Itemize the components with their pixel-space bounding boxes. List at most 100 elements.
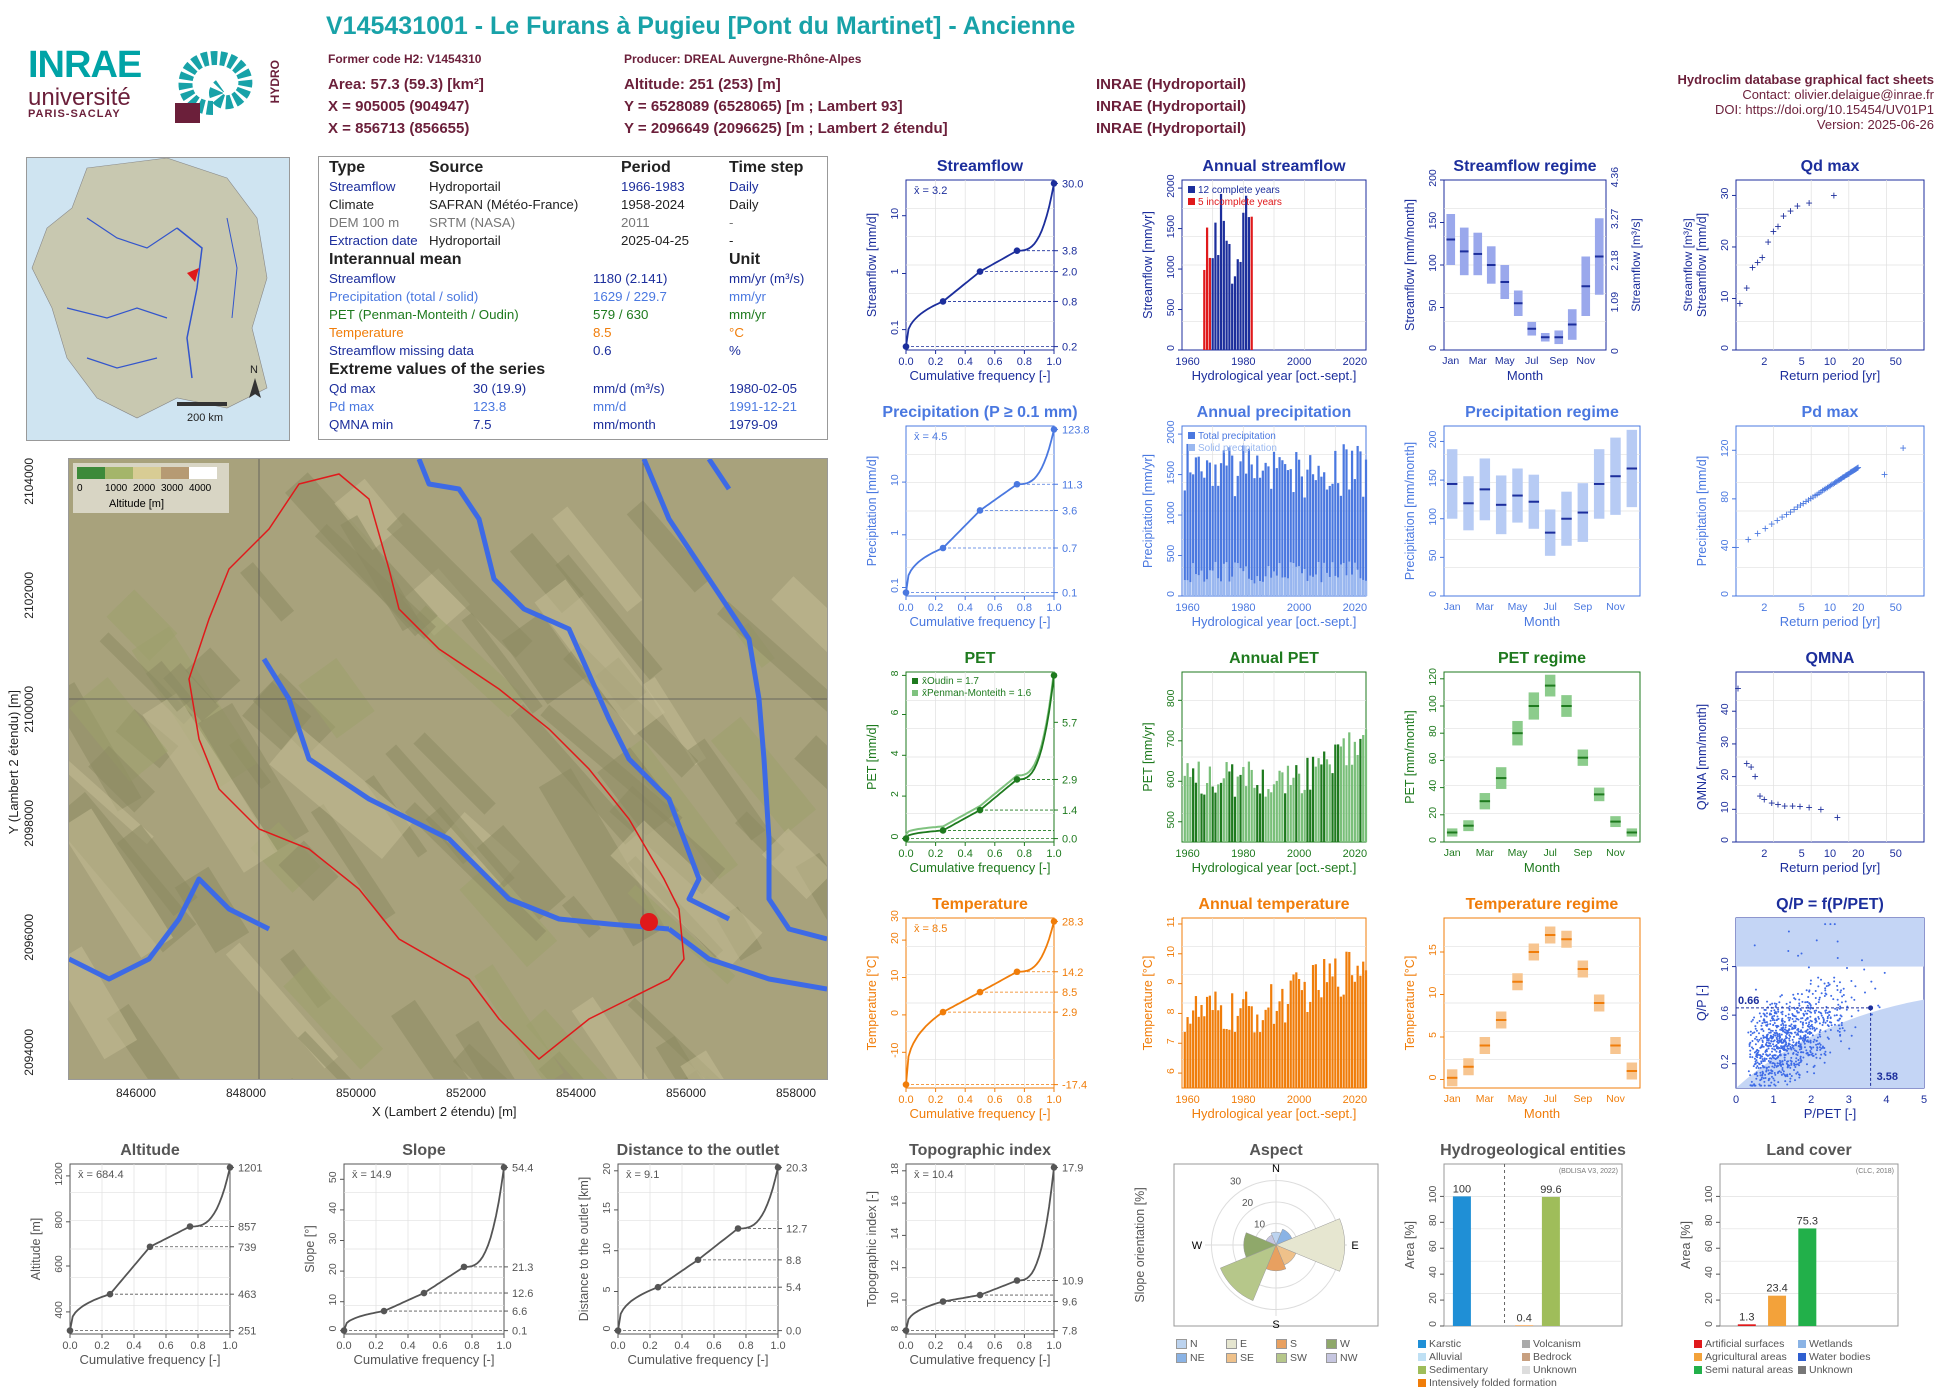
pet_cdf-legend: x̄Penman-Monteith = 1.6	[922, 688, 1032, 699]
annual_precip-solid-bar	[1192, 563, 1195, 596]
qp-point	[1763, 1084, 1766, 1087]
qp-point	[1850, 996, 1853, 999]
annual_precip-legend: Solid precipitation	[1198, 443, 1277, 454]
temp_regime-xlabel: Month	[1524, 1106, 1560, 1121]
qp-point	[1811, 1052, 1814, 1055]
qp-point	[1777, 1008, 1780, 1011]
qp-point	[1787, 1031, 1790, 1034]
x-tick-label: 0.6	[987, 1094, 1002, 1106]
y-tick-label: 11	[1165, 916, 1177, 927]
x-tick-label: 2000	[1287, 848, 1311, 860]
y-tick-label: 18	[889, 1163, 901, 1175]
qp-point	[1778, 1032, 1781, 1035]
annual_temp-bar	[1303, 981, 1306, 1088]
annual_precip-bar	[1339, 495, 1343, 596]
qp-point	[1797, 1045, 1800, 1048]
annual_streamflow-bar	[1236, 259, 1239, 350]
qp-point	[1755, 1071, 1758, 1074]
y-tick-label: 8	[889, 670, 901, 676]
qp-point	[1756, 1061, 1759, 1064]
annual_pet-bar	[1309, 789, 1312, 842]
y-tick-label: 1500	[1165, 461, 1177, 485]
y-tick-label: 5	[601, 1286, 613, 1292]
hydrogeo-legend-label: Unknown	[1533, 1364, 1577, 1376]
qp-point	[1813, 1009, 1816, 1012]
qp-point	[1809, 1015, 1812, 1018]
y-tick-label: 150	[1427, 469, 1439, 487]
qp-point	[1762, 1072, 1765, 1075]
catchment-xtick: 856000	[666, 1086, 707, 1100]
info-row-type: Extraction date	[329, 233, 418, 248]
annual_pet-bar	[1211, 786, 1214, 842]
qp-point	[1857, 1009, 1860, 1012]
qp-point	[1839, 1033, 1842, 1036]
qp_ppet-ylabel: Q/P [-]	[1695, 985, 1709, 1021]
pd_max-point: +	[1851, 463, 1858, 477]
y-tick-label: 0	[889, 834, 901, 840]
qp-point	[1786, 1073, 1789, 1076]
qp-point	[1799, 1043, 1802, 1046]
y-tick-label: 10	[889, 1292, 901, 1304]
annual_pet-bar	[1214, 792, 1217, 842]
x-tick-label: 0.4	[958, 1340, 973, 1352]
annual_precip-solid-bar	[1342, 562, 1345, 596]
catchment-ylabel: Y (Lambert 2 étendu) [m]	[6, 690, 21, 835]
topo_cdf-right-tick: 17.9	[1062, 1162, 1083, 1174]
streamflow_cdf-ylabel: Streamflow [mm/d]	[865, 213, 879, 317]
qp-point	[1760, 1037, 1763, 1040]
annual_precip-solid-bar	[1311, 576, 1315, 596]
qp-point	[1836, 998, 1839, 1001]
qp-point	[1751, 1084, 1754, 1087]
qp-point	[1774, 1044, 1777, 1047]
hydrogeo-ylabel: Area [%]	[1403, 1221, 1417, 1269]
x-tick-label: 0.8	[1017, 602, 1032, 614]
qp-point	[1764, 1049, 1767, 1052]
qp-point	[1878, 1006, 1881, 1009]
pd_max-point: +	[1842, 469, 1849, 483]
qp-point	[1795, 1009, 1798, 1012]
x-tick-label: Nov	[1606, 1093, 1625, 1105]
qp-point	[1797, 1030, 1800, 1033]
y-tick-label: 10	[1719, 801, 1731, 813]
qp-point	[1787, 950, 1790, 953]
extreme-title: Extreme values of the series	[329, 361, 546, 378]
outlet-marker	[640, 913, 658, 931]
qp-point	[1863, 968, 1866, 971]
qp-point	[1837, 1003, 1840, 1006]
annual_precip-solid-bar	[1364, 580, 1368, 596]
annual_precip-bar	[1300, 476, 1303, 596]
qp-point	[1814, 989, 1817, 992]
x-tick-label: 0.0	[898, 602, 913, 614]
pd_max-point: +	[1825, 480, 1832, 494]
qp-point	[1801, 1031, 1804, 1034]
annual_precip-bar	[1311, 474, 1315, 596]
mean-value: 0.6	[593, 343, 612, 358]
qp-point	[1782, 1026, 1785, 1029]
y-tick-label: 100	[1427, 254, 1439, 272]
streamflow_regime-title: Streamflow regime	[1453, 158, 1596, 175]
qp-point	[1755, 1059, 1758, 1062]
qp-point	[1833, 980, 1836, 983]
y-tick-label: 80	[1703, 1214, 1715, 1226]
qp-point	[1788, 1005, 1791, 1008]
qp-point	[1772, 1017, 1775, 1020]
aspect-title: Aspect	[1249, 1142, 1303, 1159]
qp-point	[1784, 1014, 1787, 1017]
qp-point	[1806, 1024, 1809, 1027]
annual_streamflow-bar	[1203, 269, 1206, 350]
pd_max-point: +	[1839, 471, 1846, 485]
annual_pet-bar	[1323, 751, 1326, 842]
qp-point	[1795, 1057, 1798, 1060]
qp-point	[1786, 1045, 1789, 1048]
y-tick-label: 100	[1427, 508, 1439, 526]
x-tick-label: Nov	[1576, 355, 1595, 367]
pet_regime-title: PET regime	[1498, 650, 1586, 667]
chart-temp_regime: Temperature regime Month Temperature [°C] J…	[1400, 892, 1650, 1126]
qp-point	[1779, 995, 1782, 998]
qp-point	[1798, 1040, 1801, 1043]
qp-point	[1829, 1051, 1832, 1054]
qp-point	[1814, 1018, 1817, 1021]
qp-point	[1793, 1024, 1796, 1027]
